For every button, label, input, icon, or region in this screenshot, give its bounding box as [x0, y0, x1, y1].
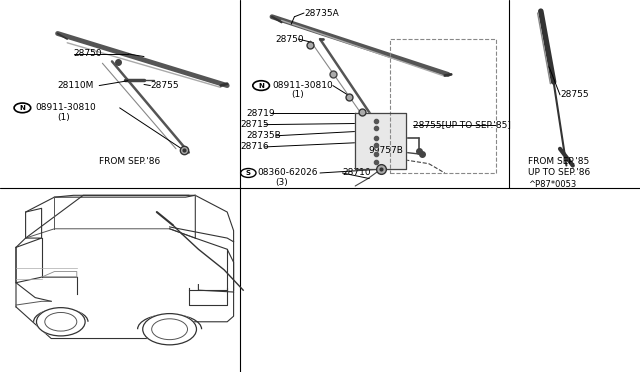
Text: 28110M: 28110M	[58, 81, 94, 90]
Text: 08911-30810: 08911-30810	[272, 81, 333, 90]
Text: S: S	[246, 170, 251, 176]
Text: 28715: 28715	[240, 120, 269, 129]
Text: 99757B: 99757B	[368, 146, 403, 155]
Text: N: N	[258, 83, 264, 89]
Text: 28719: 28719	[246, 109, 275, 118]
Text: 08360-62026: 08360-62026	[257, 169, 318, 177]
Text: FROM SEP.'86: FROM SEP.'86	[99, 157, 161, 166]
Text: 28735A: 28735A	[304, 9, 339, 17]
Text: 28750: 28750	[275, 35, 304, 44]
Text: 28710: 28710	[342, 169, 371, 177]
Text: (3): (3)	[275, 178, 288, 187]
Text: FROM SEP.'85: FROM SEP.'85	[528, 157, 589, 166]
Text: 28755[UP TO SEP.'85]: 28755[UP TO SEP.'85]	[413, 120, 511, 129]
Text: (1): (1)	[58, 113, 70, 122]
Bar	[390, 39, 496, 173]
Polygon shape	[355, 113, 406, 169]
Text: N: N	[19, 105, 26, 111]
Text: UP TO SEP.'86: UP TO SEP.'86	[528, 169, 590, 177]
Circle shape	[143, 314, 196, 345]
Text: (1): (1)	[291, 90, 304, 99]
Text: 28755: 28755	[560, 90, 589, 99]
Text: ^P87*0053: ^P87*0053	[528, 180, 576, 189]
Text: 28750: 28750	[74, 49, 102, 58]
Text: 28716: 28716	[240, 142, 269, 151]
Text: 28755: 28755	[150, 81, 179, 90]
Text: 28735B: 28735B	[246, 131, 281, 140]
Text: 08911-30810: 08911-30810	[35, 103, 96, 112]
Circle shape	[36, 308, 85, 336]
